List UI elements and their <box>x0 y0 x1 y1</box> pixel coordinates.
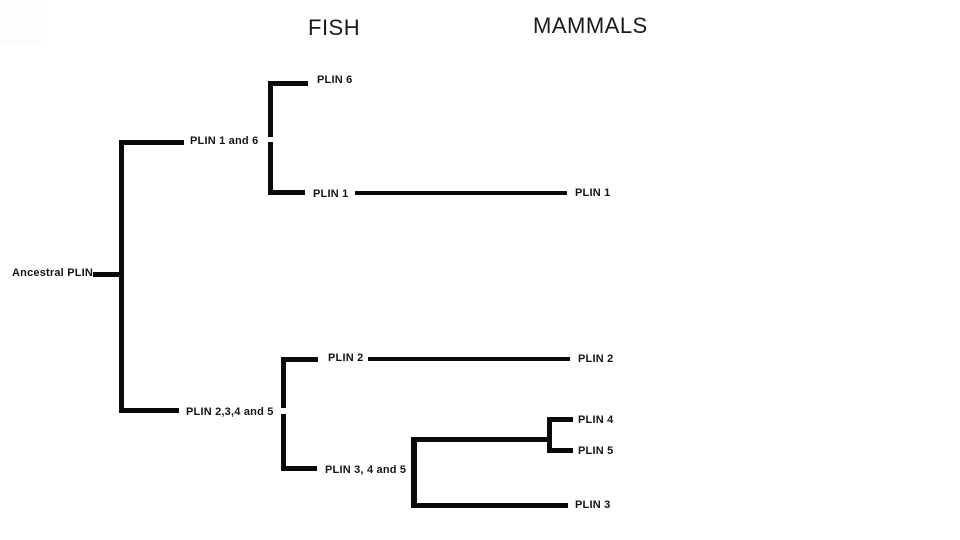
edge-mammal45-branch <box>411 437 550 442</box>
node-fish-plin-1-and-6: PLIN 1 and 6 <box>190 135 259 147</box>
edge-upper-branch <box>119 140 184 145</box>
fish-column-header: FISH <box>308 15 361 40</box>
node-fish-plin-6: PLIN 6 <box>317 74 353 86</box>
node-ancestral-plin: Ancestral PLIN <box>12 267 94 279</box>
edge-plin345-stub <box>281 466 317 471</box>
edge-plin5-stub <box>547 448 573 453</box>
node-mammal-plin-1: PLIN 1 <box>575 187 611 199</box>
node-mammal-plin-3: PLIN 3 <box>575 499 611 511</box>
node-fish-plin-2: PLIN 2 <box>328 352 364 364</box>
edge-mammal45-vertical <box>547 417 552 453</box>
edge-root-stub <box>93 272 121 277</box>
node-fish-plin-2345: PLIN 2,3,4 and 5 <box>186 406 274 418</box>
edge-clade2345-vertical-lower <box>281 414 286 471</box>
node-mammal-plin-4: PLIN 4 <box>578 414 614 426</box>
edge-plin2-fish-to-mammal-connector <box>368 357 570 361</box>
edge-plin4-stub <box>547 417 573 422</box>
node-mammal-plin-2: PLIN 2 <box>578 353 614 365</box>
edge-clade16-vertical-lower <box>268 142 273 195</box>
edge-clade2345-vertical-upper <box>281 357 286 408</box>
edge-root-vertical <box>119 140 124 413</box>
edge-plin2-fish-stub <box>281 357 318 362</box>
edge-plin1-fish-to-mammal-connector <box>355 191 567 195</box>
edge-plin3-branch <box>411 503 568 508</box>
node-fish-plin-1: PLIN 1 <box>313 188 349 200</box>
mammals-column-header: MAMMALS <box>533 13 648 38</box>
edge-plin6-stub <box>268 81 308 86</box>
edge-clade16-vertical-upper <box>268 81 273 137</box>
edge-mammal345-vertical <box>411 437 417 508</box>
edge-lower-branch <box>119 408 179 413</box>
node-mammal-plin-5: PLIN 5 <box>578 445 614 457</box>
node-fish-plin-345: PLIN 3, 4 and 5 <box>325 464 407 476</box>
corner-artifact <box>0 0 47 44</box>
edge-plin1-fish-stub <box>268 190 305 195</box>
